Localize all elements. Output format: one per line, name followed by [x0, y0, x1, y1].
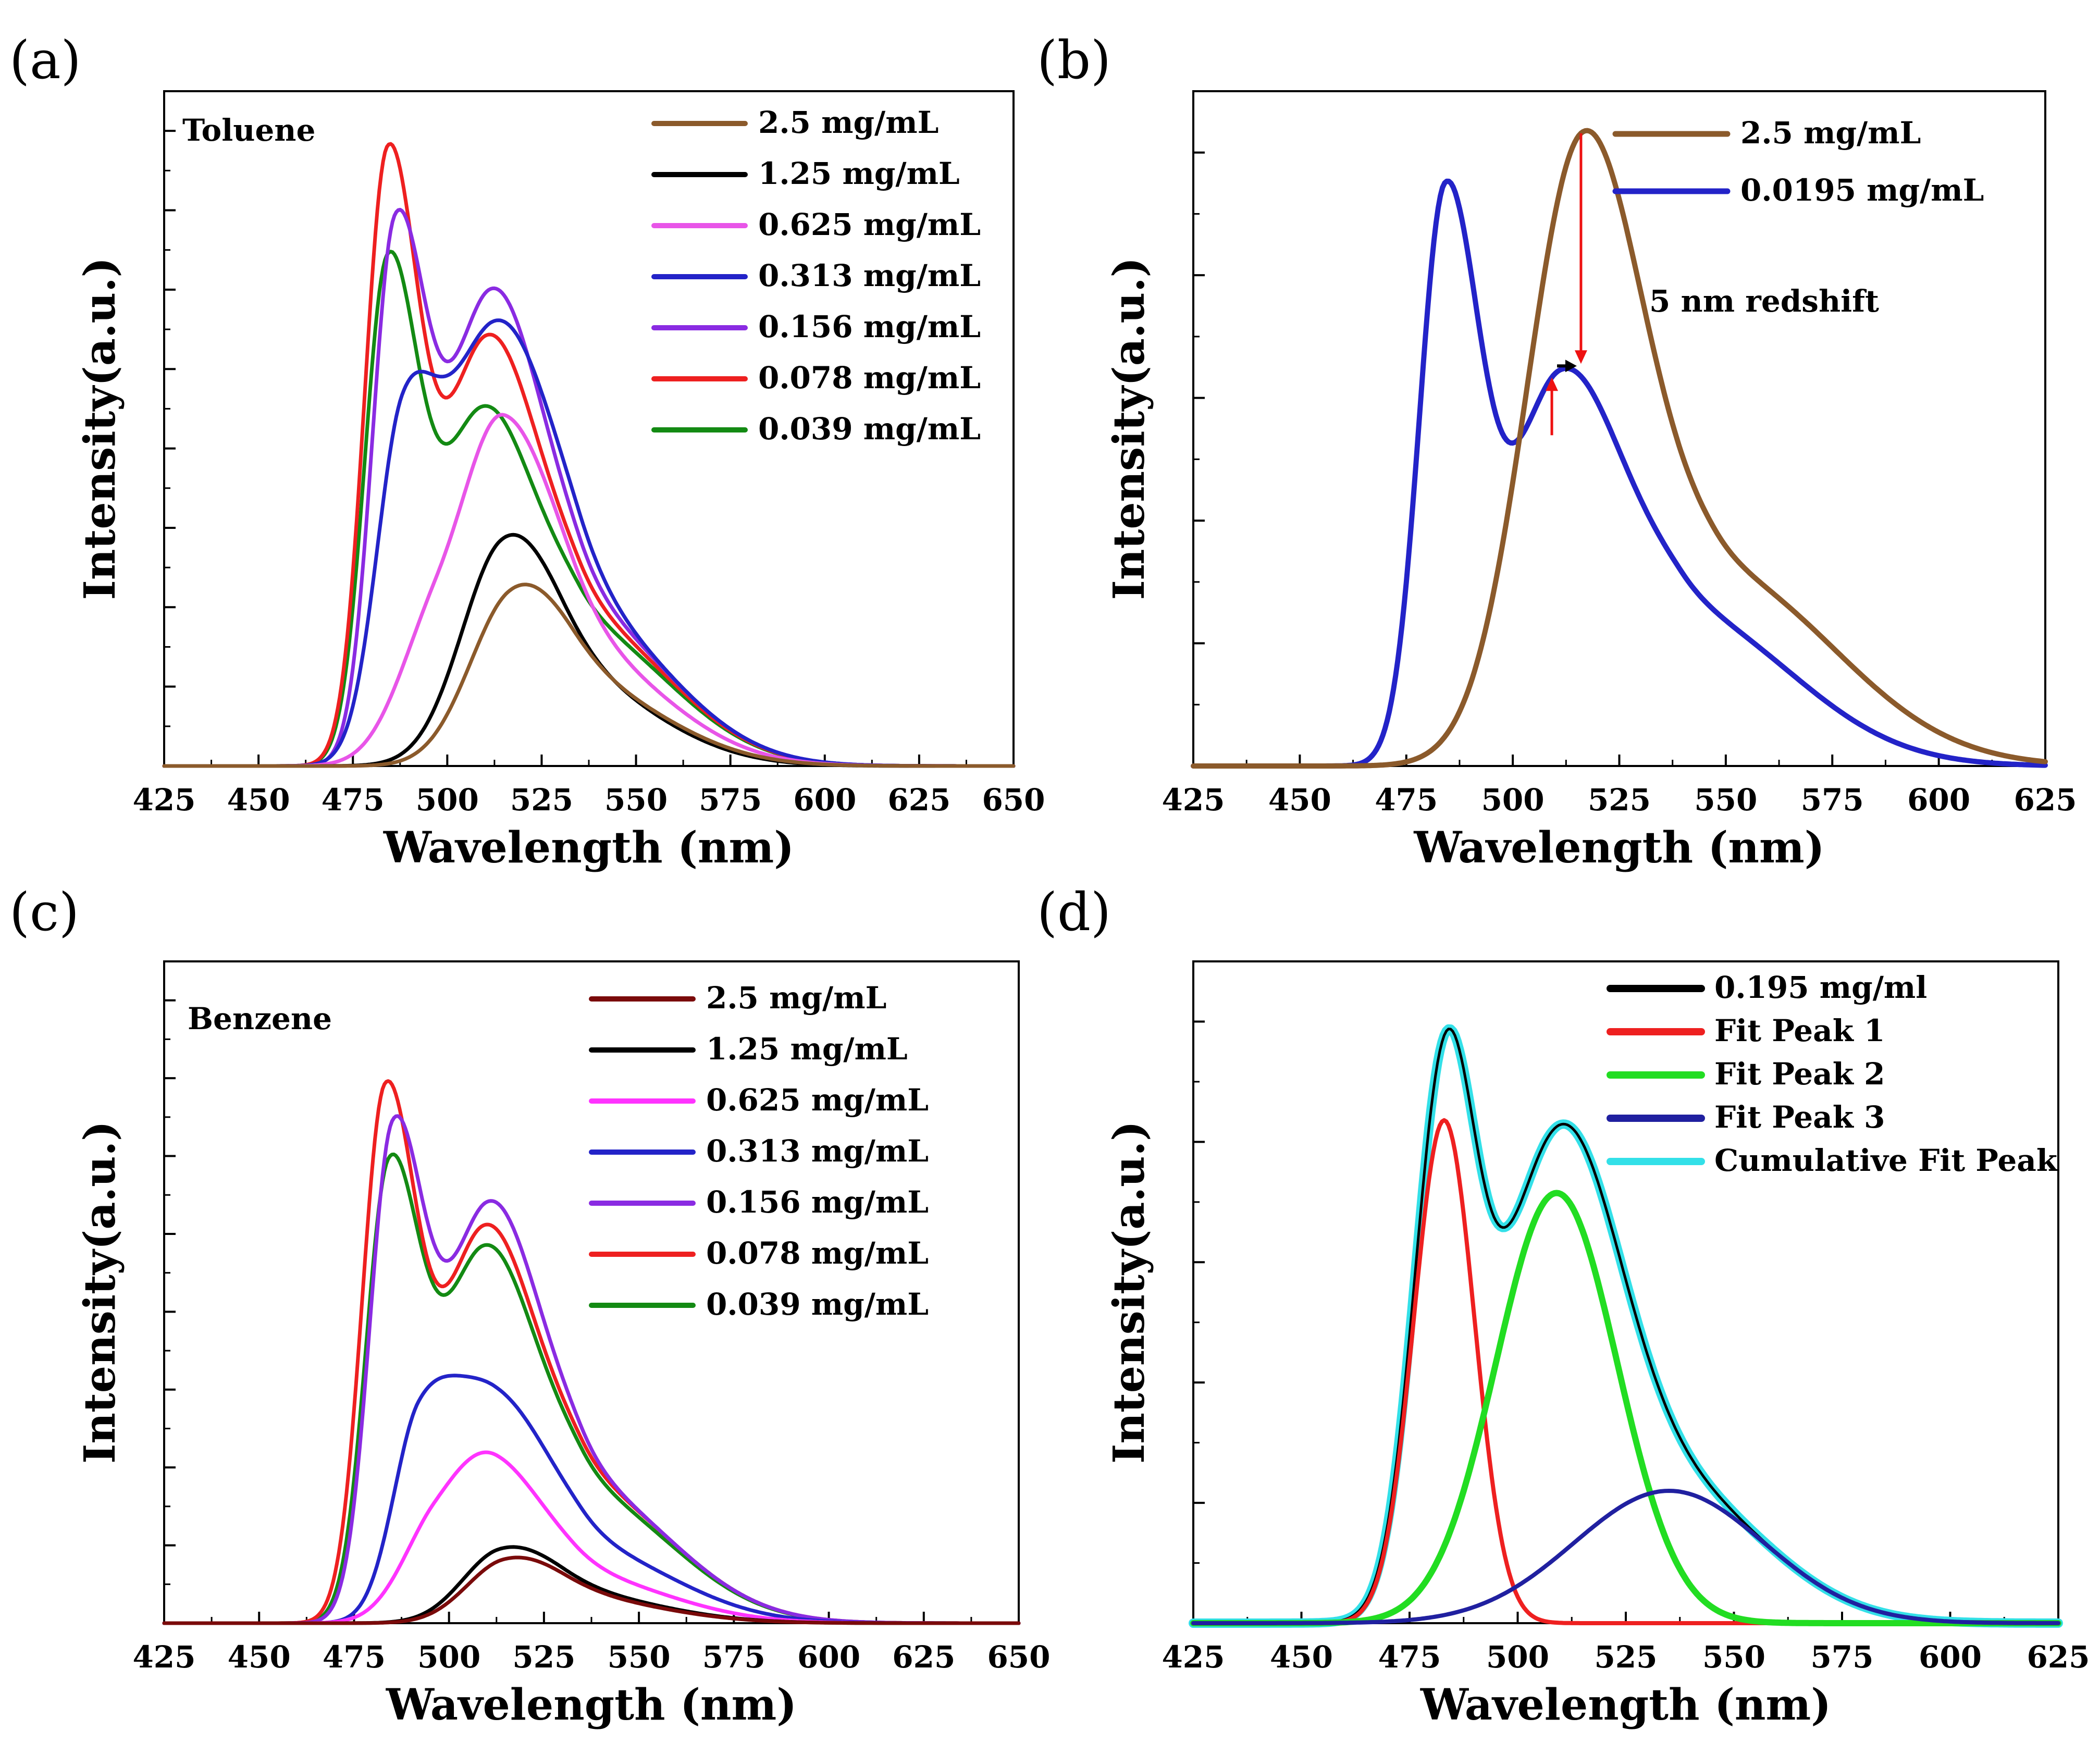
series-line-2-5-mg-ml — [162, 583, 1016, 768]
panel-label-a: (a) — [9, 30, 81, 91]
x-tick-label: 425 — [132, 782, 195, 818]
x-tick-label: 550 — [608, 1639, 671, 1675]
x-tick-label: 525 — [512, 1639, 575, 1675]
x-tick-label: 475 — [1375, 782, 1438, 818]
panel-label-d: (d) — [1037, 882, 1111, 943]
legend-label: 0.625 mg/mL — [706, 1082, 929, 1118]
legend-label: 2.5 mg/mL — [1740, 115, 1921, 151]
legend-label: Fit Peak 3 — [1714, 1099, 1885, 1135]
x-tick-label: 475 — [322, 782, 385, 818]
x-tick-label: 600 — [1919, 1639, 1982, 1675]
x-tick-label: 625 — [892, 1639, 955, 1675]
series-line-2-5-mg-ml — [162, 1555, 1021, 1625]
annotation-arrowhead — [1565, 360, 1577, 373]
x-tick-label: 475 — [1378, 1639, 1441, 1675]
panel-label-b: (b) — [1037, 30, 1111, 91]
x-tick-label: 625 — [887, 782, 950, 818]
series-line-fit-peak-1 — [1191, 1118, 2060, 1625]
x-tick-label: 425 — [1162, 1639, 1225, 1675]
x-tick-label: 475 — [323, 1639, 386, 1675]
legend-d: 0.195 mg/ml Fit Peak 1 Fit Peak 2 Fit Peak … — [1607, 970, 2058, 1178]
panel-c: (c) 425 450 475 500 525 550 575 600 625 650 Wavelen… — [9, 882, 1051, 1730]
legend-label: 0.313 mg/mL — [706, 1133, 929, 1169]
x-tick-label: 650 — [982, 782, 1045, 818]
legend-label: 0.078 mg/mL — [758, 360, 981, 396]
x-tick-label: 425 — [132, 1639, 195, 1675]
y-axis-label: Intensity(a.u.) — [75, 1121, 125, 1464]
series-line-0-625-mg-ml — [162, 1450, 1021, 1625]
x-tick-label: 450 — [1270, 1639, 1333, 1675]
solvent-label: Toluene — [182, 113, 315, 148]
legend-label: 0.156 mg/mL — [758, 309, 981, 344]
legend-label: Fit Peak 1 — [1714, 1013, 1885, 1048]
legend-label: 0.078 mg/mL — [706, 1235, 929, 1271]
panel-a: (a) 425 450 475 500 525 550 575 600 625 650 Wavelen… — [9, 30, 1045, 873]
series-line-0-0195-mg-ml — [1191, 178, 2048, 769]
x-tick-label: 425 — [1162, 782, 1225, 818]
x-tick-label: 550 — [1702, 1639, 1765, 1675]
x-tick-label: 575 — [702, 1639, 765, 1675]
x-tick-label: 550 — [1694, 782, 1757, 818]
series-line-2-5-mg-ml — [1191, 128, 2048, 769]
panel-d: (d) 425 450 475 500 525 550 575 600 625 Wavelength… — [1037, 882, 2090, 1730]
x-tick-label: 500 — [1486, 1639, 1549, 1675]
x-tick-label: 450 — [227, 782, 290, 818]
x-tick-label: 450 — [228, 1639, 291, 1675]
y-axis-label: Intensity(a.u.) — [75, 257, 125, 600]
legend-label: 0.195 mg/ml — [1714, 970, 1927, 1005]
legend-label: 0.039 mg/mL — [758, 411, 981, 447]
legend-label: Fit Peak 2 — [1714, 1056, 1885, 1092]
panel-label-c: (c) — [9, 882, 79, 943]
legend-label: 0.156 mg/mL — [706, 1184, 929, 1220]
x-tick-label: 550 — [604, 782, 668, 818]
series-line-fit-peak-2 — [1190, 1190, 2061, 1626]
annotation-arrowhead — [1546, 377, 1559, 391]
legend-label: 0.625 mg/mL — [758, 207, 981, 242]
x-tick-label: 575 — [699, 782, 762, 818]
legend-label: 2.5 mg/mL — [758, 105, 938, 140]
legend-label: 2.5 mg/mL — [706, 980, 886, 1016]
legend-a: 2.5 mg/mL 1.25 mg/mL 0.625 mg/mL 0.313 mg/m… — [651, 105, 981, 447]
x-tick-label: 525 — [1588, 782, 1651, 818]
x-tick-label: 500 — [1481, 782, 1545, 818]
legend-label: 0.039 mg/mL — [706, 1287, 929, 1322]
x-tick-label: 525 — [510, 782, 573, 818]
x-axis-label: Wavelength (nm) — [1413, 823, 1824, 873]
x-tick-label: 500 — [416, 782, 479, 818]
legend-label: 0.313 mg/mL — [758, 258, 981, 293]
x-tick-label: 525 — [1594, 1639, 1657, 1675]
series-line-0-625-mg-ml — [162, 413, 1016, 768]
x-tick-label: 575 — [1801, 782, 1864, 818]
x-axis-label: Wavelength (nm) — [386, 1680, 797, 1730]
annotation-label: 5 nm redshift — [1649, 283, 1879, 319]
legend-label: 1.25 mg/mL — [758, 156, 960, 191]
legend-b: 2.5 mg/mL 0.0195 mg/mL — [1612, 115, 1984, 208]
x-tick-label: 650 — [987, 1639, 1050, 1675]
annotation-arrowhead — [1574, 350, 1587, 364]
series-line-fit-peak-3 — [1191, 1489, 2060, 1625]
x-tick-label: 600 — [793, 782, 856, 818]
legend-c: 2.5 mg/mL 1.25 mg/mL 0.625 mg/mL 0.313 mg/m… — [589, 980, 929, 1322]
x-tick-label: 575 — [1810, 1639, 1873, 1675]
x-tick-label: 600 — [797, 1639, 860, 1675]
x-tick-label: 625 — [2013, 782, 2077, 818]
x-tick-label: 500 — [417, 1639, 480, 1675]
x-tick-label: 450 — [1268, 782, 1331, 818]
series-line-0-039-mg-ml — [162, 1152, 1021, 1625]
x-axis-label: Wavelength (nm) — [1420, 1680, 1831, 1730]
x-tick-label: 600 — [1907, 782, 1970, 818]
legend-label: 1.25 mg/mL — [706, 1031, 908, 1067]
solvent-label: Benzene — [188, 1001, 332, 1036]
x-tick-label: 625 — [2027, 1639, 2090, 1675]
panel-b: (b) 425 450 475 500 525 550 575 600 625 Wavelength… — [1037, 30, 2077, 873]
y-axis-label: Intensity(a.u.) — [1104, 1121, 1154, 1464]
y-axis-label: Intensity(a.u.) — [1104, 257, 1154, 600]
legend-label: Cumulative Fit Peak — [1714, 1143, 2058, 1178]
legend-label: 0.0195 mg/mL — [1740, 172, 1984, 208]
x-axis-label: Wavelength (nm) — [383, 823, 794, 873]
